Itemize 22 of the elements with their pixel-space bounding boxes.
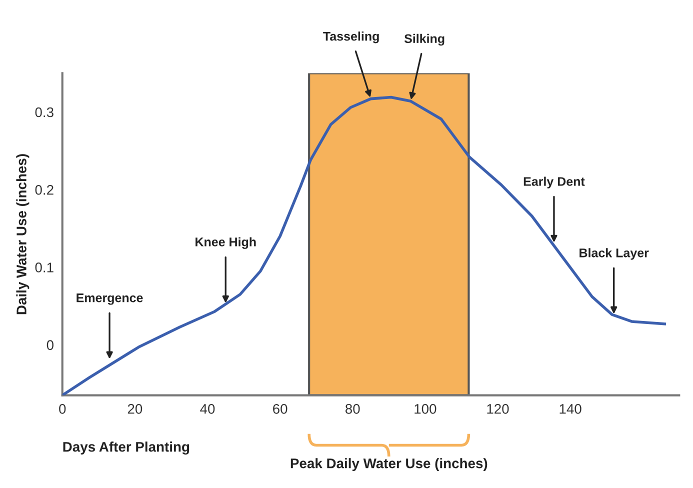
y-tick-label: 0.2: [35, 184, 54, 195]
x-tick-label: 0: [59, 404, 66, 414]
x-tick-label: 20: [128, 404, 142, 414]
text: Peak Daily Water Use (inches): [290, 458, 488, 472]
y-tick-label: 0: [46, 340, 54, 350]
annotation: Knee High: [196, 237, 256, 249]
annotation: Emergence: [76, 294, 143, 305]
y-tick-label: 0.3: [35, 107, 54, 118]
annotation: Silking: [404, 34, 444, 46]
y-tick-label: 0.1: [35, 262, 54, 272]
annotation: Black Layer: [580, 248, 649, 260]
y-axis-title: Daily Water Use (inches): [16, 154, 30, 314]
x-tick-label: 100: [414, 404, 436, 414]
x-tick-label: 80: [345, 404, 360, 414]
x-axis-title: Days After Planting: [63, 442, 190, 455]
x-tick-label: 40: [200, 404, 215, 414]
x-tick-label: 120: [487, 404, 509, 414]
annotation: Tasseling: [323, 32, 379, 44]
line-series: [62, 96, 666, 396]
annotation: Early Dent: [524, 176, 585, 188]
x-tick-label: 60: [273, 404, 288, 414]
x-tick-label: 140: [560, 404, 582, 414]
